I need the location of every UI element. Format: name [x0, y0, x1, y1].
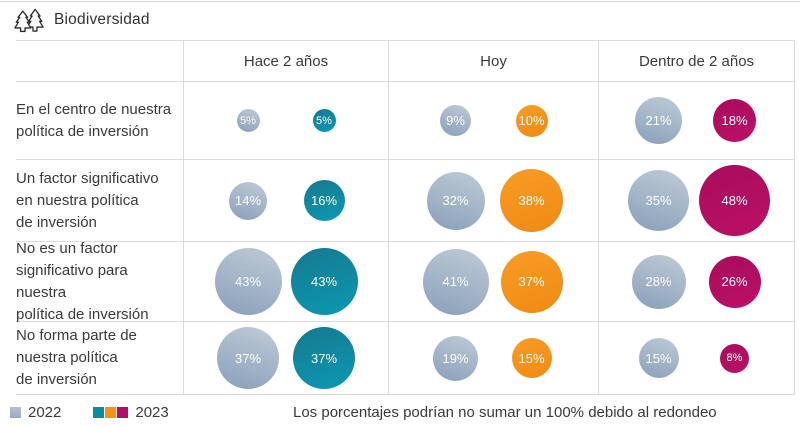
- legend-swatch-2022: [10, 406, 21, 418]
- row-label-line: significativo para nuestra: [16, 261, 128, 301]
- bubble-2022-row1-col2: 9%: [440, 105, 471, 136]
- bubble-2023-row3-col3: 26%: [708, 255, 761, 308]
- bubble-slot-2022: 41%: [418, 242, 494, 321]
- row-label: En el centro de nuestra política de inver…: [16, 82, 183, 160]
- legend-swatches-2023: [93, 406, 129, 418]
- chart-title: Biodiversidad: [54, 11, 150, 28]
- column-header-hoy: Hoy: [388, 40, 598, 82]
- bubble-slot-2023: 37%: [286, 322, 362, 394]
- bubble-slot-2023: 5%: [286, 82, 362, 159]
- bubble-slot-2023: 18%: [697, 82, 773, 159]
- legend-label-2023: 2023: [135, 403, 169, 421]
- bubble-2023-row2-col1: 16%: [303, 180, 345, 221]
- row-label-line: política de inversión: [16, 305, 149, 323]
- legend-label-2022: 2022: [28, 403, 62, 421]
- bubble-cell: 15% 8%: [598, 322, 795, 395]
- bubble-2023-row1-col1: 5%: [312, 109, 336, 132]
- bubble-2023-row2-col3: 48%: [699, 165, 770, 236]
- chart-header: Biodiversidad: [14, 0, 150, 40]
- pine-trees-icon: [14, 7, 44, 33]
- bubble-slot-2022: 32%: [418, 160, 494, 241]
- top-divider: [0, 1, 800, 2]
- bubble-slot-2023: 10%: [494, 82, 570, 159]
- rounding-note: Los porcentajes podrían no sumar un 100%…: [293, 404, 717, 421]
- bubble-slot-2022: 14%: [210, 160, 286, 241]
- row-label: Un factor significativo en nuestra políti…: [16, 160, 183, 242]
- row-label-line: en nuestra política: [16, 191, 139, 209]
- bubble-2022-row1-col3: 21%: [635, 97, 682, 144]
- bubble-2023-row4-col2: 15%: [511, 338, 552, 378]
- bubble-slot-2022: 5%: [210, 82, 286, 159]
- bubble-slot-2023: 48%: [697, 160, 773, 241]
- bubble-2022-row3-col3: 28%: [631, 254, 686, 309]
- legend-swatch-2023-magenta: [117, 406, 129, 418]
- legend-swatch-2023-orange: [105, 406, 117, 418]
- bubble-2023-row3-col1: 43%: [290, 248, 358, 315]
- column-header-hace-2-anos: Hace 2 años: [183, 40, 388, 82]
- bubble-2022-row4-col2: 19%: [433, 335, 478, 381]
- bubble-slot-2023: 15%: [494, 322, 570, 394]
- bubble-2023-row4-col1: 37%: [293, 327, 355, 389]
- bubble-cell: 9% 10%: [388, 82, 598, 160]
- column-header-dentro-de-2-anos: Dentro de 2 años: [598, 40, 795, 82]
- bubble-cell: 5% 5%: [183, 82, 388, 160]
- bubble-2023-row4-col3: 8%: [720, 343, 749, 373]
- bubble-cell: 14% 16%: [183, 160, 388, 242]
- bubble-slot-2022: 19%: [418, 322, 494, 394]
- bubble-cell: 35% 48%: [598, 160, 795, 242]
- row-label-line: de inversión: [16, 213, 97, 231]
- bubble-2023-row2-col2: 38%: [500, 169, 563, 232]
- bubble-2022-row4-col1: 37%: [217, 327, 279, 389]
- bubble-table: Hace 2 años Hoy Dentro de 2 años En el c…: [16, 40, 795, 395]
- row-label-line: Un factor significativo: [16, 169, 159, 187]
- bubble-cell: 28% 26%: [598, 242, 795, 322]
- bubble-slot-2022: 35%: [621, 160, 697, 241]
- bubble-2022-row2-col2: 32%: [426, 171, 485, 230]
- bubble-slot-2022: 37%: [210, 322, 286, 394]
- bubble-2023-row3-col2: 37%: [500, 250, 563, 313]
- header-empty-cell: [16, 40, 183, 82]
- bubble-2023-row1-col3: 18%: [713, 99, 756, 142]
- bubble-cell: 41% 37%: [388, 242, 598, 322]
- legend-swatch-2023-teal: [93, 406, 105, 418]
- bubble-cell: 32% 38%: [388, 160, 598, 242]
- bubble-2022-row3-col2: 41%: [422, 248, 489, 315]
- row-label-line: No es un factor: [16, 239, 118, 257]
- row-label-line: No forma parte de: [16, 327, 137, 344]
- row-label: No forma parte de nuestra política de inve…: [16, 322, 183, 395]
- bubble-slot-2022: 28%: [621, 242, 697, 321]
- bubble-cell: 21% 18%: [598, 82, 795, 160]
- bubble-slot-2023: 16%: [286, 160, 362, 241]
- bubble-slot-2022: 9%: [418, 82, 494, 159]
- bubble-cell: 43% 43%: [183, 242, 388, 322]
- bubble-slot-2022: 15%: [621, 322, 697, 394]
- bubble-2022-row4-col3: 15%: [638, 338, 679, 378]
- legend: 2022 2023: [10, 400, 169, 424]
- row-label-line: de inversión: [16, 371, 97, 388]
- bubble-slot-2023: 8%: [697, 322, 773, 394]
- row-label-line: En el centro de nuestra: [16, 100, 172, 118]
- bubble-2023-row1-col2: 10%: [515, 104, 548, 137]
- bubble-slot-2022: 21%: [621, 82, 697, 159]
- row-label-line: nuestra política: [16, 349, 118, 366]
- bubble-slot-2023: 38%: [494, 160, 570, 241]
- bubble-2022-row2-col3: 35%: [628, 170, 689, 231]
- row-label: No es un factor significativo para nuestr…: [16, 240, 183, 323]
- bubble-cell: 19% 15%: [388, 322, 598, 395]
- bubble-2022-row1-col1: 5%: [236, 109, 260, 132]
- bubble-cell: 37% 37%: [183, 322, 388, 395]
- bubble-2022-row3-col1: 43%: [214, 248, 282, 315]
- bubble-slot-2022: 43%: [210, 242, 286, 321]
- bubble-slot-2023: 26%: [697, 242, 773, 321]
- bubble-slot-2023: 43%: [286, 242, 362, 321]
- bubble-2022-row2-col1: 14%: [229, 181, 267, 220]
- row-label-line: política de inversión: [16, 122, 149, 140]
- bubble-slot-2023: 37%: [494, 242, 570, 321]
